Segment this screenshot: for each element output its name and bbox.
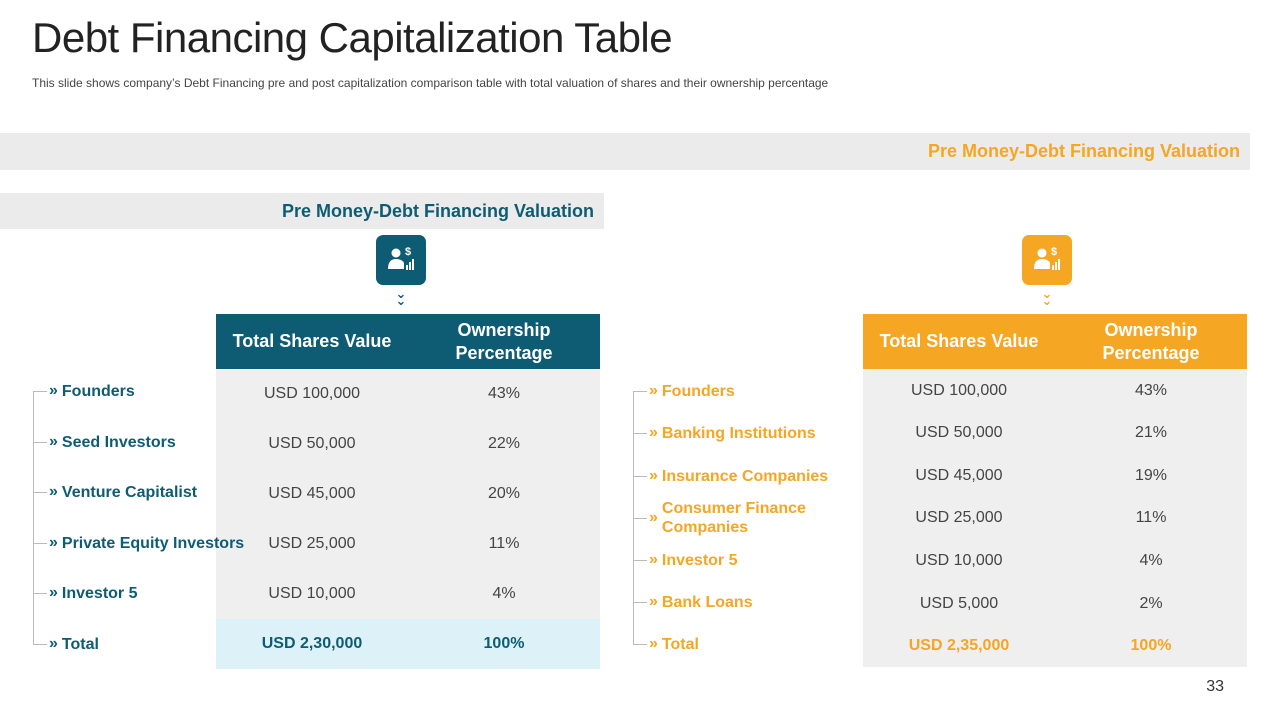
ownership-pct: 19%	[1134, 466, 1168, 484]
double-chevron-right-icon: »	[649, 424, 658, 441]
column-header-ownership: Ownership Percentage	[1102, 319, 1200, 363]
investor-dollar-chart-icon: $	[376, 235, 426, 285]
ownership-pct: 43%	[1134, 381, 1168, 399]
shares-value: USD 25,000	[268, 535, 356, 552]
shares-value: USD 25,000	[915, 509, 1003, 526]
double-chevron-right-icon: »	[649, 593, 658, 610]
left-label-bracket	[33, 391, 34, 644]
shares-value: USD 10,000	[268, 585, 356, 602]
ownership-pct: 22%	[487, 435, 521, 452]
row-label: » Investor 5	[33, 583, 138, 603]
double-chevron-right-icon: »	[49, 584, 58, 601]
left-table-header: Total Shares Value Ownership Percentage	[216, 314, 600, 369]
double-chevron-right-icon: »	[649, 509, 658, 526]
total-shares-value: USD 2,35,000	[908, 637, 1010, 654]
column-header-shares: Total Shares Value	[879, 331, 1039, 351]
row-label: » Banking Institutions	[633, 423, 816, 443]
slide-title: Debt Financing Capitalization Table	[32, 14, 673, 61]
table-total-row: USD 2,30,000 100%	[216, 619, 600, 669]
double-chevron-right-icon: »	[649, 551, 658, 568]
table-row: USD 25,000 11%	[216, 519, 600, 569]
shares-value: USD 50,000	[915, 424, 1003, 441]
slide-subtitle: This slide shows company’s Debt Financin…	[32, 76, 829, 90]
shares-value: USD 5,000	[919, 594, 999, 612]
row-label: » Investor 5	[633, 550, 738, 570]
shares-value: USD 45,000	[915, 466, 1003, 484]
total-ownership-pct: 100%	[483, 635, 525, 652]
table-row: USD 100,000 43%	[863, 369, 1247, 412]
double-chevron-right-icon: »	[49, 635, 58, 652]
ownership-pct: 11%	[1135, 509, 1167, 526]
table-row: USD 25,000 11%	[863, 497, 1247, 539]
double-chevron-right-icon: »	[49, 382, 58, 399]
row-label: » Consumer Finance Companies	[633, 498, 822, 538]
row-label: » Venture Capitalist	[33, 482, 197, 502]
row-label: » Insurance Companies	[633, 466, 828, 486]
left-table-body: USD 100,000 43% USD 50,000 22% USD 45,00…	[216, 369, 600, 669]
page-number: 33	[1206, 678, 1224, 695]
double-chevron-right-icon: »	[649, 382, 658, 399]
row-label: » Private Equity Investors	[33, 533, 244, 553]
table-row: USD 45,000 19%	[863, 454, 1247, 497]
right-table-body: USD 100,000 43% USD 50,000 21% USD 45,00…	[863, 369, 1247, 667]
double-chevron-down-icon: ⌄ ⌄	[395, 286, 407, 308]
left-section-header: Pre Money-Debt Financing Valuation	[0, 193, 604, 229]
table-row: USD 45,000 20%	[216, 469, 600, 519]
ownership-pct: 2%	[1139, 594, 1163, 612]
table-total-row: USD 2,35,000 100%	[863, 625, 1247, 667]
column-header-ownership: Ownership Percentage	[455, 319, 553, 363]
row-label: » Seed Investors	[33, 432, 176, 452]
table-row: USD 5,000 2%	[863, 582, 1247, 625]
svg-text:$: $	[405, 246, 411, 258]
svg-text:$: $	[1051, 246, 1057, 258]
column-header-shares: Total Shares Value	[232, 331, 392, 351]
row-label: » Founders	[33, 381, 135, 401]
right-section-header: Pre Money-Debt Financing Valuation	[0, 133, 1250, 170]
investor-dollar-chart-icon: $	[1022, 235, 1072, 285]
double-chevron-down-icon: ⌄ ⌄	[1041, 286, 1053, 308]
table-row: USD 10,000 4%	[216, 569, 600, 619]
table-row: USD 10,000 4%	[863, 539, 1247, 582]
row-label: » Bank Loans	[633, 592, 753, 612]
row-label: » Total	[633, 634, 699, 654]
double-chevron-right-icon: »	[49, 483, 58, 500]
double-chevron-right-icon: »	[49, 433, 58, 450]
ownership-pct: 20%	[487, 485, 521, 502]
shares-value: USD 100,000	[910, 381, 1008, 399]
double-chevron-right-icon: »	[649, 467, 658, 484]
table-row: USD 50,000 22%	[216, 419, 600, 469]
double-chevron-right-icon: »	[649, 635, 658, 652]
ownership-pct: 11%	[488, 535, 520, 552]
shares-value: USD 10,000	[915, 551, 1003, 569]
ownership-pct: 43%	[487, 385, 521, 402]
row-label: » Total	[33, 634, 99, 654]
right-table-header: Total Shares Value Ownership Percentage	[863, 314, 1247, 369]
ownership-pct: 4%	[492, 585, 516, 602]
table-row: USD 100,000 43%	[216, 369, 600, 419]
double-chevron-right-icon: »	[49, 534, 58, 551]
shares-value: USD 100,000	[263, 385, 361, 402]
shares-value: USD 45,000	[268, 485, 356, 502]
table-row: USD 50,000 21%	[863, 412, 1247, 454]
total-shares-value: USD 2,30,000	[261, 635, 363, 652]
shares-value: USD 50,000	[268, 435, 356, 452]
ownership-pct: 21%	[1134, 424, 1168, 441]
row-label: » Founders	[633, 381, 735, 401]
ownership-pct: 4%	[1139, 551, 1163, 569]
total-ownership-pct: 100%	[1130, 637, 1172, 654]
